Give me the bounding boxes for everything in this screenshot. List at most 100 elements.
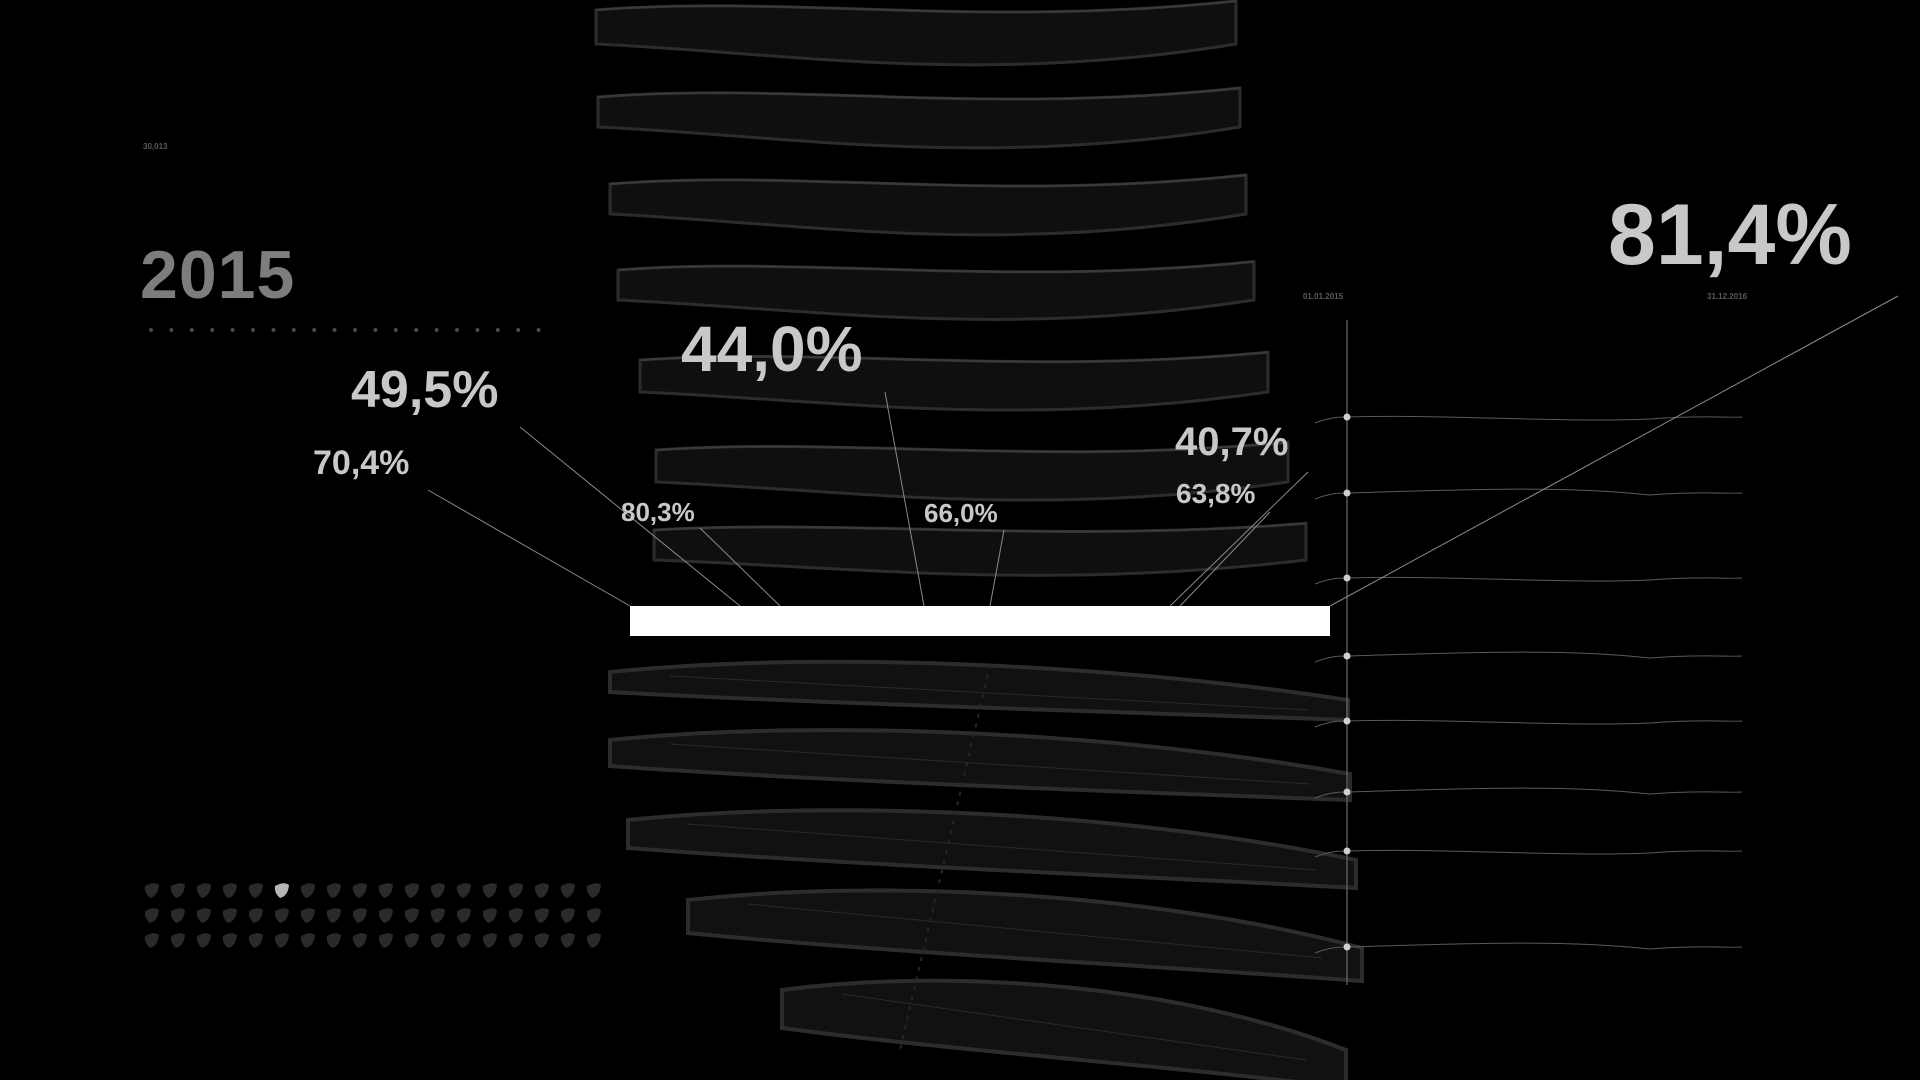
- bands-below: [608, 659, 1364, 1080]
- year-title: 2015: [140, 237, 296, 313]
- dot-grid-cell: [352, 933, 367, 948]
- band-above: [654, 440, 1290, 502]
- dot-grid-cell: [300, 908, 315, 923]
- timeline: [1314, 320, 1743, 985]
- leader-line: [699, 527, 781, 607]
- bands-above: [594, 0, 1308, 577]
- timeline-end-date: 31.12.2016: [1707, 292, 1748, 301]
- dot-grid-cell: [274, 933, 289, 948]
- label-40-7: 40,7%: [1175, 420, 1289, 464]
- dot-grid-cell: [144, 908, 159, 923]
- dot-grid-cell: [170, 933, 185, 948]
- label-81-4: 81,4%: [1608, 187, 1852, 283]
- dot-grid-cell: [404, 933, 419, 948]
- dot-grid-cell: [378, 883, 393, 898]
- dot-grid-cell: [456, 933, 471, 948]
- leader-line: [1179, 511, 1271, 607]
- divider-dot: [189, 328, 194, 332]
- band-above: [594, 0, 1238, 67]
- leader-line: [989, 529, 1005, 607]
- dot-grid-cell: [326, 883, 341, 898]
- dot-grid-cell: [378, 933, 393, 948]
- timeline-row: [1314, 574, 1743, 585]
- dot-grid-cell: [222, 933, 237, 948]
- dot-grid-cell: [248, 933, 263, 948]
- divider-dot: [149, 328, 153, 332]
- dot-grid-cell: [560, 933, 575, 948]
- band-below: [686, 888, 1364, 984]
- divider-dot: [312, 328, 317, 332]
- dot-grid-cell: [430, 883, 445, 898]
- dot-grid-cell: [170, 883, 185, 898]
- leader-line: [427, 489, 631, 607]
- label-63-8: 63,8%: [1176, 478, 1256, 509]
- band-above: [638, 350, 1270, 412]
- timeline-start-date: 01.01.2015: [1303, 292, 1344, 301]
- timeline-row: [1314, 651, 1743, 663]
- timeline-row: [1314, 942, 1743, 954]
- band-above: [596, 86, 1242, 150]
- dot-grid-cell: [196, 908, 211, 923]
- divider-dot: [536, 328, 541, 332]
- dot-grid-cell: [586, 883, 601, 898]
- divider-dot: [516, 328, 521, 332]
- timeline-row: [1314, 413, 1743, 424]
- dot-grid-cell: [248, 908, 263, 923]
- dot-grid-cell: [430, 933, 445, 948]
- dot-grid-cell-highlighted: [274, 883, 289, 898]
- dot-grid-cell: [404, 883, 419, 898]
- dot-grid-cell: [352, 908, 367, 923]
- leader-line: [1169, 471, 1309, 607]
- dot-grid-cell: [248, 883, 263, 898]
- dot-grid-cell: [326, 908, 341, 923]
- dot-grid: [144, 883, 601, 948]
- divider-dot: [291, 328, 296, 332]
- dot-grid-cell: [586, 908, 601, 923]
- dot-grid-cell: [456, 883, 471, 898]
- divider-dot: [434, 328, 439, 332]
- dot-grid-cell: [586, 933, 601, 948]
- dot-grid-cell: [482, 933, 497, 948]
- dot-grid-cell: [560, 908, 575, 923]
- dot-grid-cell: [456, 908, 471, 923]
- divider-dot: [495, 328, 500, 332]
- dot-grid-cell: [560, 883, 575, 898]
- timeline-row: [1314, 847, 1743, 858]
- band-below: [608, 728, 1352, 803]
- dot-grid-cell: [196, 933, 211, 948]
- divider-dot: [353, 328, 357, 332]
- dot-grid-cell: [430, 908, 445, 923]
- leader-line: [1329, 295, 1899, 607]
- dot-grid-cell: [274, 908, 289, 923]
- label-44-0: 44,0%: [681, 313, 863, 385]
- dot-grid-cell: [352, 883, 367, 898]
- divider-dot: [393, 328, 398, 332]
- dot-grid-cell: [378, 908, 393, 923]
- band-above: [616, 259, 1256, 321]
- band-above: [608, 173, 1248, 237]
- highlight-bar: [630, 606, 1330, 636]
- label-80-3: 80,3%: [621, 497, 695, 527]
- leader-line: [884, 391, 925, 607]
- band-below: [608, 659, 1350, 723]
- timeline-row: [1314, 488, 1743, 500]
- leader-lines: [427, 295, 1899, 607]
- dot-grid-cell: [482, 908, 497, 923]
- divider-dot: [475, 328, 480, 332]
- timeline-row: [1314, 717, 1743, 728]
- divider-dot: [455, 328, 459, 332]
- dot-grid-cell: [170, 908, 185, 923]
- dot-grid-cell: [534, 933, 549, 948]
- divider-dot: [210, 328, 215, 332]
- divider-dot: [271, 328, 276, 332]
- dot-grid-cell: [508, 908, 523, 923]
- band-below: [780, 978, 1348, 1080]
- timeline-row: [1314, 787, 1743, 799]
- label-70-4: 70,4%: [313, 444, 410, 482]
- divider-dot: [414, 328, 419, 332]
- dot-grid-cell: [482, 883, 497, 898]
- dot-grid-cell: [222, 908, 237, 923]
- dot-grid-cell: [144, 883, 159, 898]
- dot-grid-cell: [508, 933, 523, 948]
- dot-grid-cell: [534, 883, 549, 898]
